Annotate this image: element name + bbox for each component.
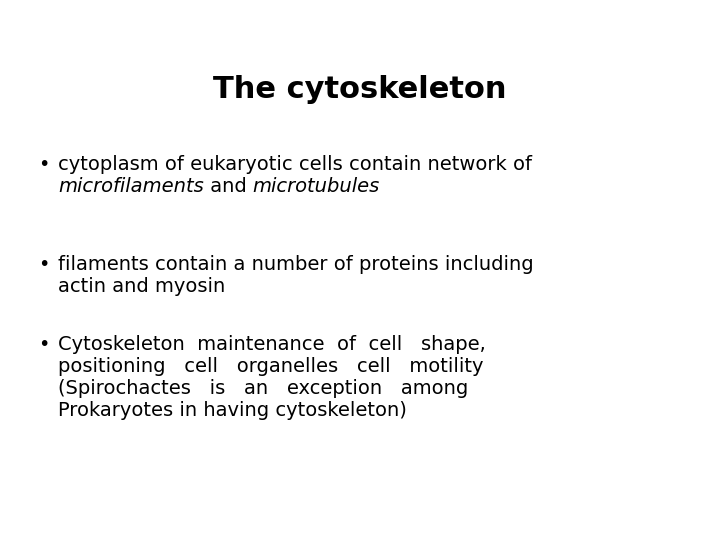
Text: filaments contain a number of proteins including
actin and myosin: filaments contain a number of proteins i…: [58, 255, 534, 296]
Text: Prokaryotes in having cytoskeleton): Prokaryotes in having cytoskeleton): [58, 401, 407, 420]
Text: •: •: [38, 255, 50, 274]
Text: (Spirochactes   is   an   exception   among: (Spirochactes is an exception among: [58, 379, 468, 398]
Text: microfilaments: microfilaments: [58, 177, 204, 196]
Text: positioning   cell   organelles   cell   motility: positioning cell organelles cell motilit…: [58, 357, 484, 376]
Text: Cytoskeleton  maintenance  of  cell   shape,: Cytoskeleton maintenance of cell shape,: [58, 335, 486, 354]
Text: •: •: [38, 155, 50, 174]
Text: The cytoskeleton: The cytoskeleton: [213, 75, 507, 104]
Text: cytoplasm of eukaryotic cells contain network of: cytoplasm of eukaryotic cells contain ne…: [58, 155, 532, 174]
Text: •: •: [38, 335, 50, 354]
Text: microtubules: microtubules: [253, 177, 380, 196]
Text: and: and: [204, 177, 253, 196]
